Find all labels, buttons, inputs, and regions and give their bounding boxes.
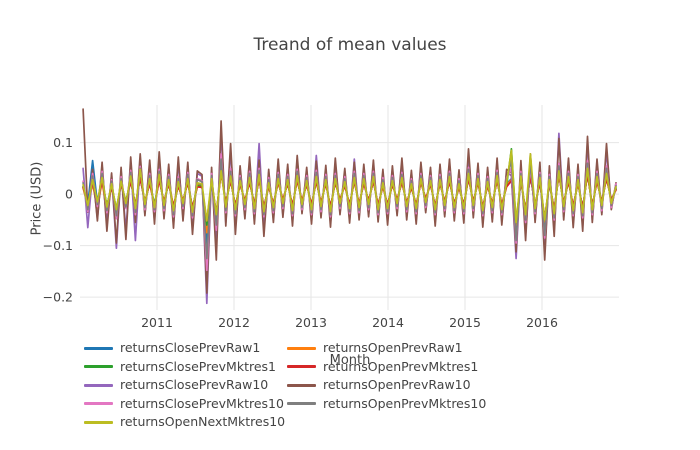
legend-item-label: returnsOpenPrevRaw1 [323, 340, 463, 355]
x-tick-label-2016: 2016 [526, 315, 558, 330]
chart-title: Treand of mean values [253, 35, 447, 55]
legend-line-swatch-icon [84, 365, 113, 369]
legend-item-returnsClosePrevMktres1[interactable]: returnsClosePrevMktres1 [84, 358, 287, 374]
x-tick-label-2011: 2011 [141, 315, 173, 330]
legend-item-label: returnsClosePrevMktres10 [120, 395, 284, 411]
legend-item-returnsOpenPrevRaw1[interactable]: returnsOpenPrevRaw1 [287, 340, 486, 355]
legend-line-swatch-icon [287, 383, 316, 387]
legend-item-returnsOpenPrevMktres1[interactable]: returnsOpenPrevMktres1 [287, 358, 486, 374]
legend-item-returnsOpenPrevMktres10[interactable]: returnsOpenPrevMktres10 [287, 395, 487, 411]
y-tick-label-−0.2: −0.2 [43, 290, 73, 305]
y-axis-title: Price (USD) [29, 161, 45, 236]
legend-line-swatch-icon [84, 420, 113, 424]
legend-item-label: returnsClosePrevRaw1 [120, 340, 261, 355]
legend-item-label: returnsOpenNextMktres10 [120, 414, 286, 429]
legend: returnsClosePrevRaw1 returnsOpenPrevRaw1 r… [84, 339, 486, 432]
legend-item-label: returnsOpenPrevRaw10 [323, 377, 471, 392]
legend-item-returnsClosePrevMktres10[interactable]: returnsClosePrevMktres10 [84, 395, 287, 411]
series-line-returnsOpenNextMktres10 [82, 149, 617, 224]
legend-item-label: returnsClosePrevMktres1 [120, 358, 276, 374]
y-tick-label-−0.1: −0.1 [43, 238, 73, 253]
legend-line-swatch-icon [287, 402, 316, 406]
legend-line-swatch-icon [84, 402, 113, 406]
legend-item-returnsClosePrevRaw10[interactable]: returnsClosePrevRaw10 [84, 377, 287, 392]
legend-item-label: returnsOpenPrevMktres10 [323, 395, 487, 411]
legend-item-label: returnsClosePrevRaw10 [120, 377, 269, 392]
legend-line-swatch-icon [84, 383, 113, 387]
x-axis-title: Month [329, 353, 371, 368]
y-tick-label-0.1: 0.1 [53, 135, 73, 150]
legend-item-label: returnsOpenPrevMktres1 [323, 358, 479, 374]
legend-line-swatch-icon [287, 365, 316, 369]
x-tick-label-2012: 2012 [218, 315, 250, 330]
y-tick-label-0: 0 [65, 187, 73, 202]
x-tick-label-2014: 2014 [372, 315, 404, 330]
legend-line-swatch-icon [84, 346, 113, 350]
legend-item-returnsClosePrevRaw1[interactable]: returnsClosePrevRaw1 [84, 340, 287, 355]
x-tick-label-2013: 2013 [295, 315, 327, 330]
legend-item-returnsOpenPrevRaw10[interactable]: returnsOpenPrevRaw10 [287, 377, 486, 392]
legend-line-swatch-icon [287, 346, 316, 350]
x-tick-label-2015: 2015 [449, 315, 481, 330]
legend-item-returnsOpenNextMktres10[interactable]: returnsOpenNextMktres10 [84, 414, 287, 429]
